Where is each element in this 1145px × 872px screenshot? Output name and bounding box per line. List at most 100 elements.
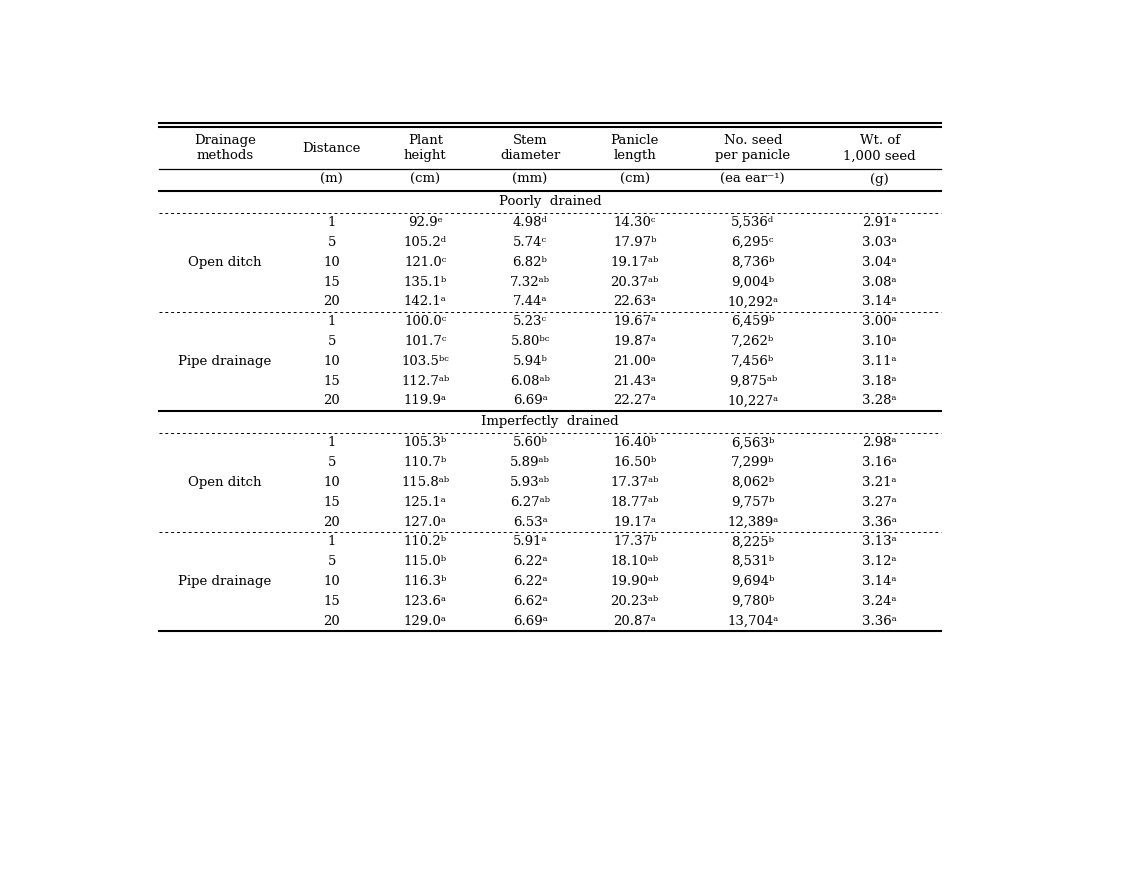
Text: 19.67ᵃ: 19.67ᵃ (614, 315, 656, 328)
Text: 127.0ᵃ: 127.0ᵃ (404, 515, 447, 528)
Text: (m): (m) (321, 174, 344, 187)
Text: 6.22ᵃ: 6.22ᵃ (513, 575, 547, 588)
Text: 7.32ᵃᵇ: 7.32ᵃᵇ (510, 276, 550, 289)
Text: 9,004ᵇ: 9,004ᵇ (732, 276, 774, 289)
Text: 8,062ᵇ: 8,062ᵇ (732, 476, 774, 489)
Text: (mm): (mm) (513, 174, 547, 187)
Text: 8,736ᵇ: 8,736ᵇ (731, 255, 774, 269)
Text: 6.62ᵃ: 6.62ᵃ (513, 595, 547, 608)
Text: 10: 10 (323, 575, 340, 588)
Text: 129.0ᵃ: 129.0ᵃ (404, 615, 447, 628)
Text: 123.6ᵃ: 123.6ᵃ (404, 595, 447, 608)
Text: Distance: Distance (302, 142, 361, 155)
Text: 2.91ᵃ: 2.91ᵃ (862, 216, 897, 229)
Text: 14.30ᶜ: 14.30ᶜ (614, 216, 656, 229)
Text: 17.97ᵇ: 17.97ᵇ (613, 236, 656, 249)
Text: 9,780ᵇ: 9,780ᵇ (732, 595, 774, 608)
Text: 10,227ᵃ: 10,227ᵃ (727, 394, 779, 407)
Text: 18.10ᵃᵇ: 18.10ᵃᵇ (610, 555, 658, 569)
Text: 1: 1 (327, 315, 335, 328)
Text: 6.82ᵇ: 6.82ᵇ (513, 255, 547, 269)
Text: 20.37ᵃᵇ: 20.37ᵃᵇ (610, 276, 658, 289)
Text: 22.63ᵃ: 22.63ᵃ (614, 296, 656, 309)
Text: Pipe drainage: Pipe drainage (179, 355, 271, 368)
Text: 105.3ᵇ: 105.3ᵇ (404, 436, 447, 449)
Text: 101.7ᶜ: 101.7ᶜ (404, 335, 447, 348)
Text: 103.5ᵇᶜ: 103.5ᵇᶜ (402, 355, 449, 368)
Text: 3.03ᵃ: 3.03ᵃ (862, 236, 897, 249)
Text: 5: 5 (327, 335, 335, 348)
Text: 15: 15 (323, 595, 340, 608)
Text: 15: 15 (323, 375, 340, 388)
Text: Pipe drainage: Pipe drainage (179, 575, 271, 588)
Text: 10: 10 (323, 255, 340, 269)
Text: Open ditch: Open ditch (188, 255, 261, 269)
Text: 20: 20 (323, 515, 340, 528)
Text: 5.60ᵇ: 5.60ᵇ (513, 436, 547, 449)
Text: No. seed
per panicle: No. seed per panicle (716, 134, 790, 162)
Text: 3.10ᵃ: 3.10ᵃ (862, 335, 897, 348)
Text: 110.7ᵇ: 110.7ᵇ (404, 456, 447, 469)
Text: 3.14ᵃ: 3.14ᵃ (862, 296, 897, 309)
Text: 21.43ᵃ: 21.43ᵃ (614, 375, 656, 388)
Text: 5,536ᵈ: 5,536ᵈ (732, 216, 774, 229)
Text: 5.80ᵇᶜ: 5.80ᵇᶜ (511, 335, 550, 348)
Text: 18.77ᵃᵇ: 18.77ᵃᵇ (610, 496, 658, 508)
Text: 21.00ᵃ: 21.00ᵃ (614, 355, 656, 368)
Text: 5.93ᵃᵇ: 5.93ᵃᵇ (510, 476, 550, 489)
Text: 7,456ᵇ: 7,456ᵇ (732, 355, 774, 368)
Text: 10: 10 (323, 355, 340, 368)
Text: 3.24ᵃ: 3.24ᵃ (862, 595, 897, 608)
Text: Drainage
methods: Drainage methods (194, 134, 255, 162)
Text: 3.36ᵃ: 3.36ᵃ (862, 515, 897, 528)
Text: 12,389ᵃ: 12,389ᵃ (727, 515, 779, 528)
Text: 142.1ᵃ: 142.1ᵃ (404, 296, 447, 309)
Text: 3.13ᵃ: 3.13ᵃ (862, 535, 897, 548)
Text: 9,694ᵇ: 9,694ᵇ (731, 575, 774, 588)
Text: 13,704ᵃ: 13,704ᵃ (727, 615, 779, 628)
Text: 15: 15 (323, 496, 340, 508)
Text: 125.1ᵃ: 125.1ᵃ (404, 496, 447, 508)
Text: 3.00ᵃ: 3.00ᵃ (862, 315, 897, 328)
Text: 92.9ᵉ: 92.9ᵉ (408, 216, 443, 229)
Text: 5: 5 (327, 236, 335, 249)
Text: 10: 10 (323, 476, 340, 489)
Text: 20: 20 (323, 615, 340, 628)
Text: 2.98ᵃ: 2.98ᵃ (862, 436, 897, 449)
Text: 3.28ᵃ: 3.28ᵃ (862, 394, 897, 407)
Text: 22.27ᵃ: 22.27ᵃ (614, 394, 656, 407)
Text: 16.50ᵇ: 16.50ᵇ (613, 456, 656, 469)
Text: 5.91ᵃ: 5.91ᵃ (513, 535, 547, 548)
Text: 5.74ᶜ: 5.74ᶜ (513, 236, 547, 249)
Text: (g): (g) (870, 174, 889, 187)
Text: 19.17ᵃᵇ: 19.17ᵃᵇ (610, 255, 658, 269)
Text: 6,459ᵇ: 6,459ᵇ (732, 315, 774, 328)
Text: 116.3ᵇ: 116.3ᵇ (404, 575, 447, 588)
Text: 3.18ᵃ: 3.18ᵃ (862, 375, 897, 388)
Text: 115.0ᵇ: 115.0ᵇ (404, 555, 447, 569)
Text: Panicle
length: Panicle length (610, 134, 658, 162)
Text: 6.53ᵃ: 6.53ᵃ (513, 515, 547, 528)
Text: Imperfectly  drained: Imperfectly drained (481, 415, 618, 428)
Text: 20.87ᵃ: 20.87ᵃ (614, 615, 656, 628)
Text: 135.1ᵇ: 135.1ᵇ (404, 276, 447, 289)
Text: 9,757ᵇ: 9,757ᵇ (731, 496, 774, 508)
Text: Stem
diameter: Stem diameter (500, 134, 560, 162)
Text: 7,262ᵇ: 7,262ᵇ (732, 335, 774, 348)
Text: 121.0ᶜ: 121.0ᶜ (404, 255, 447, 269)
Text: 3.12ᵃ: 3.12ᵃ (862, 555, 897, 569)
Text: 20: 20 (323, 296, 340, 309)
Text: 3.27ᵃ: 3.27ᵃ (862, 496, 897, 508)
Text: 15: 15 (323, 276, 340, 289)
Text: 6.69ᵃ: 6.69ᵃ (513, 615, 547, 628)
Text: 119.9ᵃ: 119.9ᵃ (404, 394, 447, 407)
Text: 6.08ᵃᵇ: 6.08ᵃᵇ (510, 375, 550, 388)
Text: 10,292ᵃ: 10,292ᵃ (727, 296, 779, 309)
Text: 16.40ᵇ: 16.40ᵇ (613, 436, 656, 449)
Text: Open ditch: Open ditch (188, 476, 261, 489)
Text: 17.37ᵇ: 17.37ᵇ (613, 535, 656, 548)
Text: 105.2ᵈ: 105.2ᵈ (404, 236, 447, 249)
Text: 115.8ᵃᵇ: 115.8ᵃᵇ (401, 476, 449, 489)
Text: 19.17ᵃ: 19.17ᵃ (614, 515, 656, 528)
Text: 6.22ᵃ: 6.22ᵃ (513, 555, 547, 569)
